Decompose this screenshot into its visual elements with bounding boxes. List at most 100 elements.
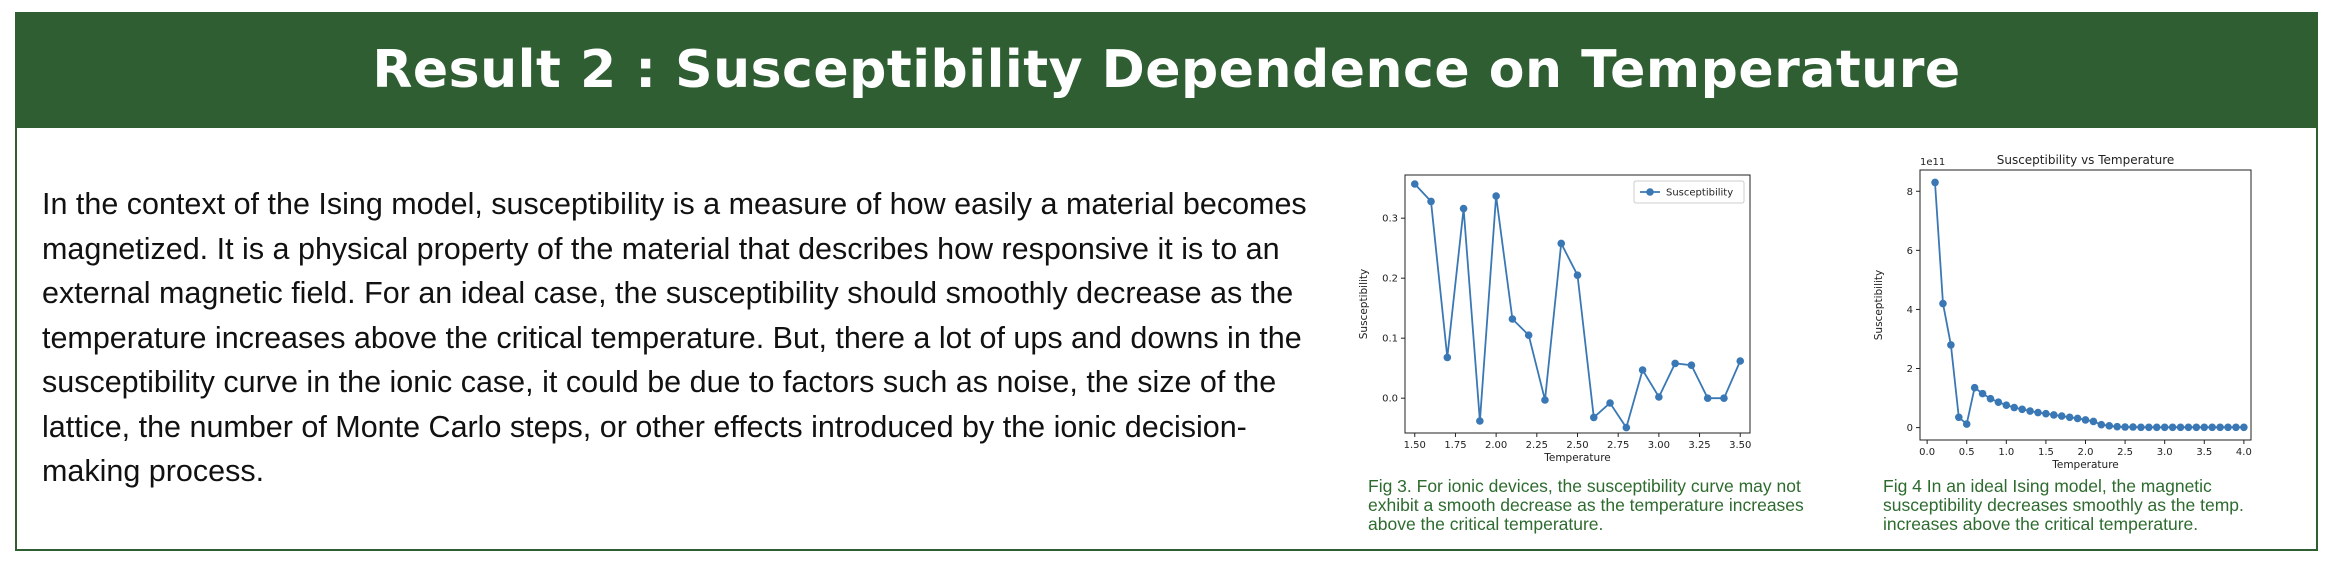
data-point <box>1476 417 1484 425</box>
data-point <box>2240 423 2248 432</box>
data-point <box>1736 357 1745 365</box>
title-banner: Result 2 : Susceptibility Dependence on … <box>15 12 2318 128</box>
axis-offset-label: 1e11 <box>1920 157 1945 168</box>
data-point <box>2137 423 2145 432</box>
x-tick-label: 2.50 <box>1566 440 1588 451</box>
data-point <box>2184 423 2193 432</box>
figure-4-caption: Fig 4 In an ideal Ising model, the magne… <box>1883 476 2244 534</box>
figure-3-caption: Fig 3. For ionic devices, the susceptibi… <box>1368 476 1804 534</box>
x-tick-label: 2.5 <box>2117 447 2133 458</box>
data-point <box>1962 420 1971 428</box>
data-point <box>2216 423 2224 432</box>
x-tick-label: 3.5 <box>2196 447 2212 458</box>
data-point <box>1671 359 1679 368</box>
chart-title: Susceptibility vs Temperature <box>1997 153 2175 167</box>
x-tick-label: 2.00 <box>1485 440 1507 451</box>
data-point <box>2034 408 2042 417</box>
x-tick-label: 0.0 <box>1919 447 1935 458</box>
x-tick-label: 2.75 <box>1607 440 1629 451</box>
data-point <box>2042 409 2050 418</box>
data-point <box>1970 383 1979 392</box>
data-point <box>2168 423 2177 432</box>
x-axis-label: Temperature <box>2051 459 2119 471</box>
y-tick-label: 6 <box>1907 246 1913 257</box>
data-point <box>1655 393 1663 401</box>
data-point <box>1931 178 1939 187</box>
data-point <box>2208 423 2216 432</box>
data-point <box>1978 389 1987 398</box>
x-tick-label: 1.5 <box>2038 447 2054 458</box>
data-point <box>2065 413 2074 422</box>
data-point <box>1589 413 1598 422</box>
x-axis-label: Temperature <box>1543 452 1611 464</box>
x-tick-label: 1.75 <box>1444 440 1466 451</box>
y-tick-label: 4 <box>1907 305 1913 316</box>
data-point <box>2176 423 2185 432</box>
plot-frame <box>1404 174 1751 434</box>
data-point <box>1703 394 1712 402</box>
data-point <box>2113 422 2121 431</box>
data-point <box>1410 180 1419 188</box>
series-line <box>1934 182 2244 429</box>
data-point <box>1720 394 1728 402</box>
x-tick-label: 3.00 <box>1648 440 1670 451</box>
data-point <box>2152 423 2161 432</box>
data-point <box>1573 271 1582 279</box>
description-text: In the context of the Ising model, susce… <box>42 187 1307 488</box>
data-point <box>1524 331 1533 339</box>
data-point <box>1687 361 1696 369</box>
data-point <box>2129 423 2137 431</box>
data-point <box>2145 423 2153 432</box>
x-tick-label: 3.25 <box>1688 440 1710 451</box>
data-point <box>1994 398 2003 406</box>
data-point <box>2018 405 2026 414</box>
x-tick-label: 4.0 <box>2236 447 2252 458</box>
figure-4: 0.0 0.5 1.0 1.5 2.0 2.5 3.0 3.5 4.0 0 2 4 6 8 Temperat… <box>1873 150 2275 471</box>
y-tick-label: 0.3 <box>1382 214 1398 225</box>
x-tick-label: 2.0 <box>2078 447 2094 458</box>
data-point <box>1622 423 1631 432</box>
y-tick-label: 0 <box>1907 423 1913 434</box>
series-line <box>1414 183 1742 430</box>
data-point <box>1638 366 1647 374</box>
data-point <box>2200 423 2209 432</box>
data-point <box>2105 422 2114 430</box>
y-tick-label: 0.0 <box>1382 394 1398 405</box>
data-point <box>2026 407 2034 415</box>
x-tick-label: 1.50 <box>1404 440 1426 451</box>
data-point <box>2192 423 2201 432</box>
y-tick-label: 0.2 <box>1382 274 1398 285</box>
data-point <box>2081 416 2090 424</box>
data-point <box>2224 423 2232 432</box>
y-axis-label: Susceptibility <box>1873 270 1885 340</box>
data-point <box>1541 396 1549 404</box>
data-point <box>1443 353 1452 362</box>
chart-2: 0.0 0.5 1.0 1.5 2.0 2.5 3.0 3.5 4.0 0 2 4 6 8 Temperat… <box>1873 153 2252 471</box>
data-point <box>1508 315 1517 323</box>
data-point <box>1492 192 1500 200</box>
data-point <box>2002 401 2011 409</box>
plot-frame <box>1919 169 2252 441</box>
y-tick-label: 2 <box>1907 364 1913 375</box>
legend-box <box>1633 180 1745 204</box>
x-tick-label: 1.0 <box>1998 447 2014 458</box>
y-tick-label: 8 <box>1907 187 1913 198</box>
data-point <box>2232 423 2240 432</box>
figure-3: 1.50 1.75 2.00 2.25 2.50 2.75 3.00 3.25 3.50 0.0 0… <box>1358 150 1760 470</box>
x-tick-label: 3.50 <box>1729 440 1751 451</box>
data-point <box>2073 414 2082 423</box>
data-point <box>1427 197 1435 206</box>
data-point <box>1606 399 1614 407</box>
data-point <box>1986 394 1995 403</box>
legend-label: Susceptibility <box>1666 188 1733 199</box>
x-tick-label: 0.5 <box>1959 447 1975 458</box>
data-point <box>2050 411 2058 419</box>
legend-marker <box>1646 188 1654 196</box>
y-axis-label: Susceptibility <box>1358 269 1370 339</box>
data-point <box>2057 412 2066 420</box>
data-point <box>2097 420 2106 429</box>
data-point <box>1955 413 1963 422</box>
y-tick-label: 0.1 <box>1382 334 1398 345</box>
data-point <box>2121 423 2129 431</box>
data-point <box>1939 299 1947 308</box>
